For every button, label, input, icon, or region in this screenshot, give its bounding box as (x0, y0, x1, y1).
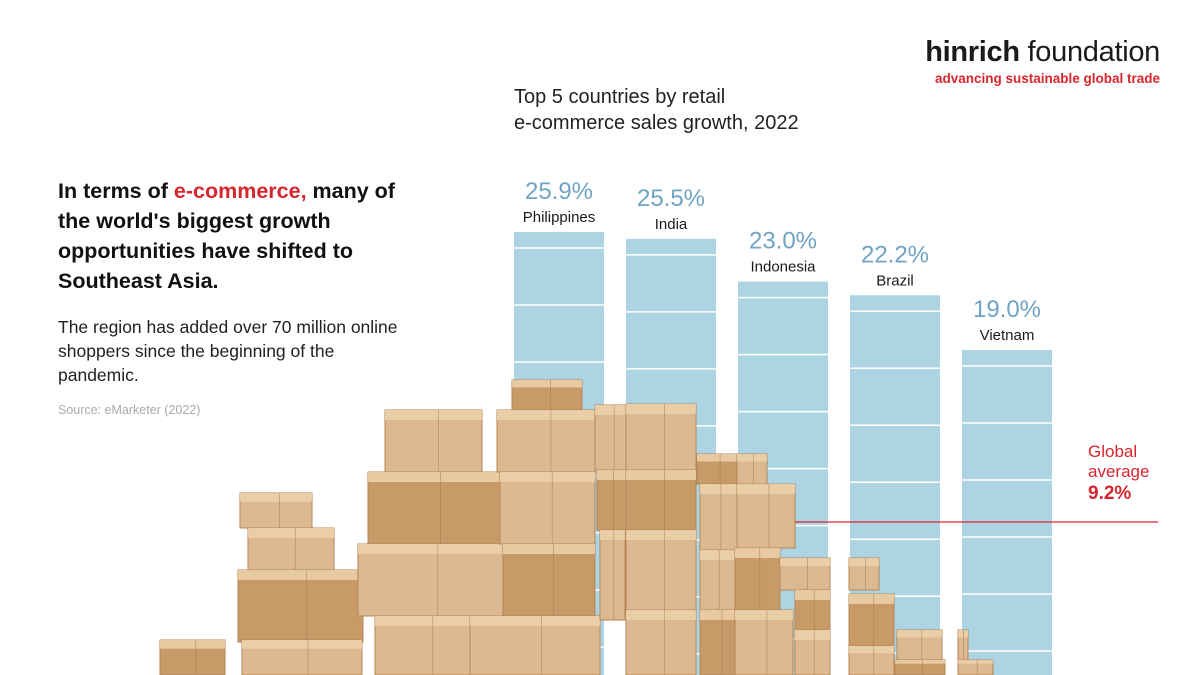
category-label-indonesia: Indonesia (750, 259, 816, 276)
headline-post: many of the world's biggest growth oppor… (58, 179, 395, 293)
cardboard-boxes-illustration (159, 379, 994, 675)
cardboard-box (247, 527, 335, 571)
cardboard-box (496, 409, 596, 473)
cardboard-box (499, 471, 596, 545)
cardboard-box (625, 469, 697, 531)
global-average-label-line-2: average (1088, 462, 1150, 481)
cardboard-box (596, 469, 628, 531)
subtext: The region has added over 70 million onl… (58, 317, 398, 385)
cardboard-box (699, 549, 736, 611)
chart-title-line-1: Top 5 countries by retail (514, 86, 726, 108)
cardboard-box (239, 492, 313, 529)
category-label-vietnam: Vietnam (980, 327, 1035, 344)
source-note: Source: eMarketer (2022) (58, 403, 201, 417)
global-average-label-line-1: Global (1088, 442, 1138, 461)
labels-layer: 25.9% Philippines 25.5% India 23.0% Indonesia… (523, 178, 1041, 344)
cardboard-box (357, 543, 504, 617)
chart-title-line-2: e-commerce sales growth, 2022 (514, 112, 799, 134)
cardboard-box (384, 409, 483, 473)
chart-title: Top 5 countries by retail e-commerce sal… (514, 84, 799, 136)
cardboard-box (699, 609, 741, 675)
headline: In terms of e-commerce, many of the worl… (58, 176, 408, 296)
headline-pre: In terms of (58, 179, 174, 203)
global-average-label: Global average 9.2% (1088, 442, 1149, 504)
hinrich-foundation-logo: hinrich foundation advancing sustainable… (925, 36, 1160, 88)
cardboard-box (237, 569, 364, 643)
cardboard-box (848, 645, 895, 675)
cardboard-box (848, 593, 895, 647)
value-label-indonesia: 23.0% (749, 228, 817, 255)
headline-highlight: e-commerce, (173, 179, 307, 203)
cardboard-box (374, 615, 481, 675)
category-label-philippines: Philippines (523, 209, 596, 226)
value-label-brazil: 22.2% (861, 241, 929, 268)
cardboard-box (736, 453, 768, 485)
cardboard-box (848, 557, 880, 591)
cardboard-box (794, 589, 831, 631)
cardboard-box (625, 529, 697, 611)
category-label-india: India (655, 216, 688, 233)
cardboard-box (794, 629, 831, 675)
bar-vietnam (962, 350, 1052, 675)
cardboard-box (734, 609, 794, 675)
cardboard-box (734, 547, 781, 611)
cardboard-box (894, 659, 946, 675)
cardboard-box (625, 609, 697, 675)
cardboard-box (241, 639, 363, 675)
cardboard-box (957, 629, 969, 661)
cardboard-box (696, 453, 740, 485)
value-label-philippines: 25.9% (525, 178, 593, 205)
value-label-india: 25.5% (637, 185, 705, 212)
cardboard-box (511, 379, 583, 411)
cardboard-box (367, 471, 501, 545)
cardboard-box (779, 557, 831, 591)
cardboard-box (957, 659, 994, 675)
cardboard-box (594, 404, 631, 471)
cardboard-box (896, 629, 943, 661)
cardboard-box (159, 639, 226, 675)
cardboard-box (625, 403, 697, 471)
logo-name-rest: foundation (1019, 36, 1161, 68)
logo-name-bold: hinrich (925, 36, 1020, 68)
category-label-brazil: Brazil (876, 272, 914, 289)
cardboard-box (469, 615, 601, 675)
logo-wordmark: hinrich foundation (925, 36, 1160, 68)
cardboard-box (599, 529, 626, 621)
global-average-value: 9.2% (1088, 483, 1132, 504)
logo-tagline: advancing sustainable global trade (934, 71, 1160, 86)
value-label-vietnam: 19.0% (973, 296, 1041, 323)
cardboard-box (502, 543, 596, 617)
cardboard-box (699, 483, 739, 551)
cardboard-box (736, 483, 796, 549)
